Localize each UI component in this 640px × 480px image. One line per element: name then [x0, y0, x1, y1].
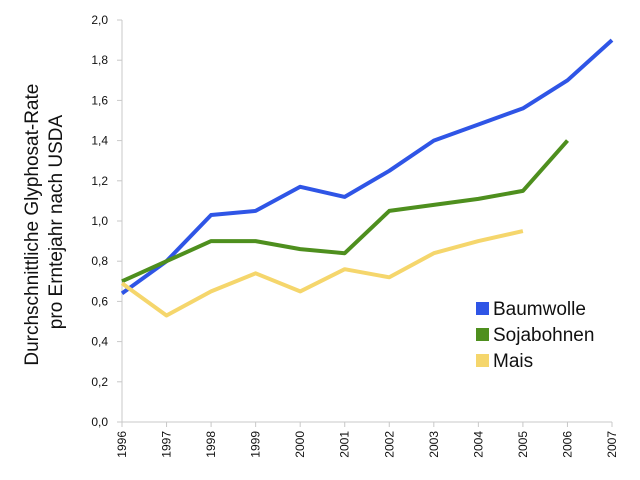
y-tick-label: 0,4 [91, 335, 108, 349]
x-tick-label: 1998 [204, 431, 218, 458]
x-tick-label: 1997 [160, 431, 174, 458]
y-tick-label: 0,0 [91, 415, 108, 429]
series-line-mais [120, 229, 524, 318]
y-tick-label: 0,6 [91, 294, 108, 308]
y-axis-label-line-2: pro Erntejahr nach USDA [46, 114, 67, 329]
legend-label-mais: Mais [493, 351, 533, 372]
x-tick-label: 2001 [338, 431, 352, 458]
x-tick-label: 2007 [605, 431, 619, 458]
legend-swatch-sojabohnen [476, 328, 489, 341]
x-tick-label: 2004 [471, 431, 485, 458]
y-tick-label: 1,2 [91, 174, 108, 188]
legend-swatch-mais [476, 354, 489, 367]
y-tick-label: 2,0 [91, 13, 108, 27]
x-tick-label: 2005 [516, 431, 530, 458]
axes [121, 20, 612, 423]
series-line-baumwolle [120, 38, 614, 296]
y-axis-label-line-1: Durchschnittliche Glyphosat-Rate [22, 84, 43, 366]
legend: Baumwolle Sojabohnen Mais [476, 299, 594, 372]
x-tick-label: 1999 [249, 431, 263, 458]
x-tick-label: 2002 [382, 431, 396, 458]
legend-label-sojabohnen: Sojabohnen [493, 325, 594, 346]
legend-label-baumwolle: Baumwolle [493, 299, 586, 320]
y-tick-label: 1,0 [91, 214, 108, 228]
x-tick-label: 2006 [560, 431, 574, 458]
x-axis-ticks: 1996 1997 1998 1999 2000 2001 2002 2003 2004 2005… [115, 422, 619, 458]
y-tick-label: 1,8 [91, 53, 108, 67]
y-axis-ticks: 0,0 0,2 0,4 0,6 0,8 1,0 1,2 1,4 1,6 1,8 2,0 [91, 13, 122, 429]
y-tick-label: 0,2 [91, 375, 108, 389]
x-tick-label: 1996 [115, 431, 129, 458]
series-lines [120, 38, 614, 318]
legend-swatch-baumwolle [476, 302, 489, 315]
x-tick-label: 2000 [293, 431, 307, 458]
y-tick-label: 1,6 [91, 93, 108, 107]
series-line-sojabohnen [121, 139, 569, 284]
y-tick-label: 1,4 [91, 134, 108, 148]
y-tick-label: 0,8 [91, 254, 108, 268]
x-tick-label: 2003 [427, 431, 441, 458]
y-axis-label: Durchschnittliche Glyphosat-Rate pro Ern… [22, 78, 67, 365]
